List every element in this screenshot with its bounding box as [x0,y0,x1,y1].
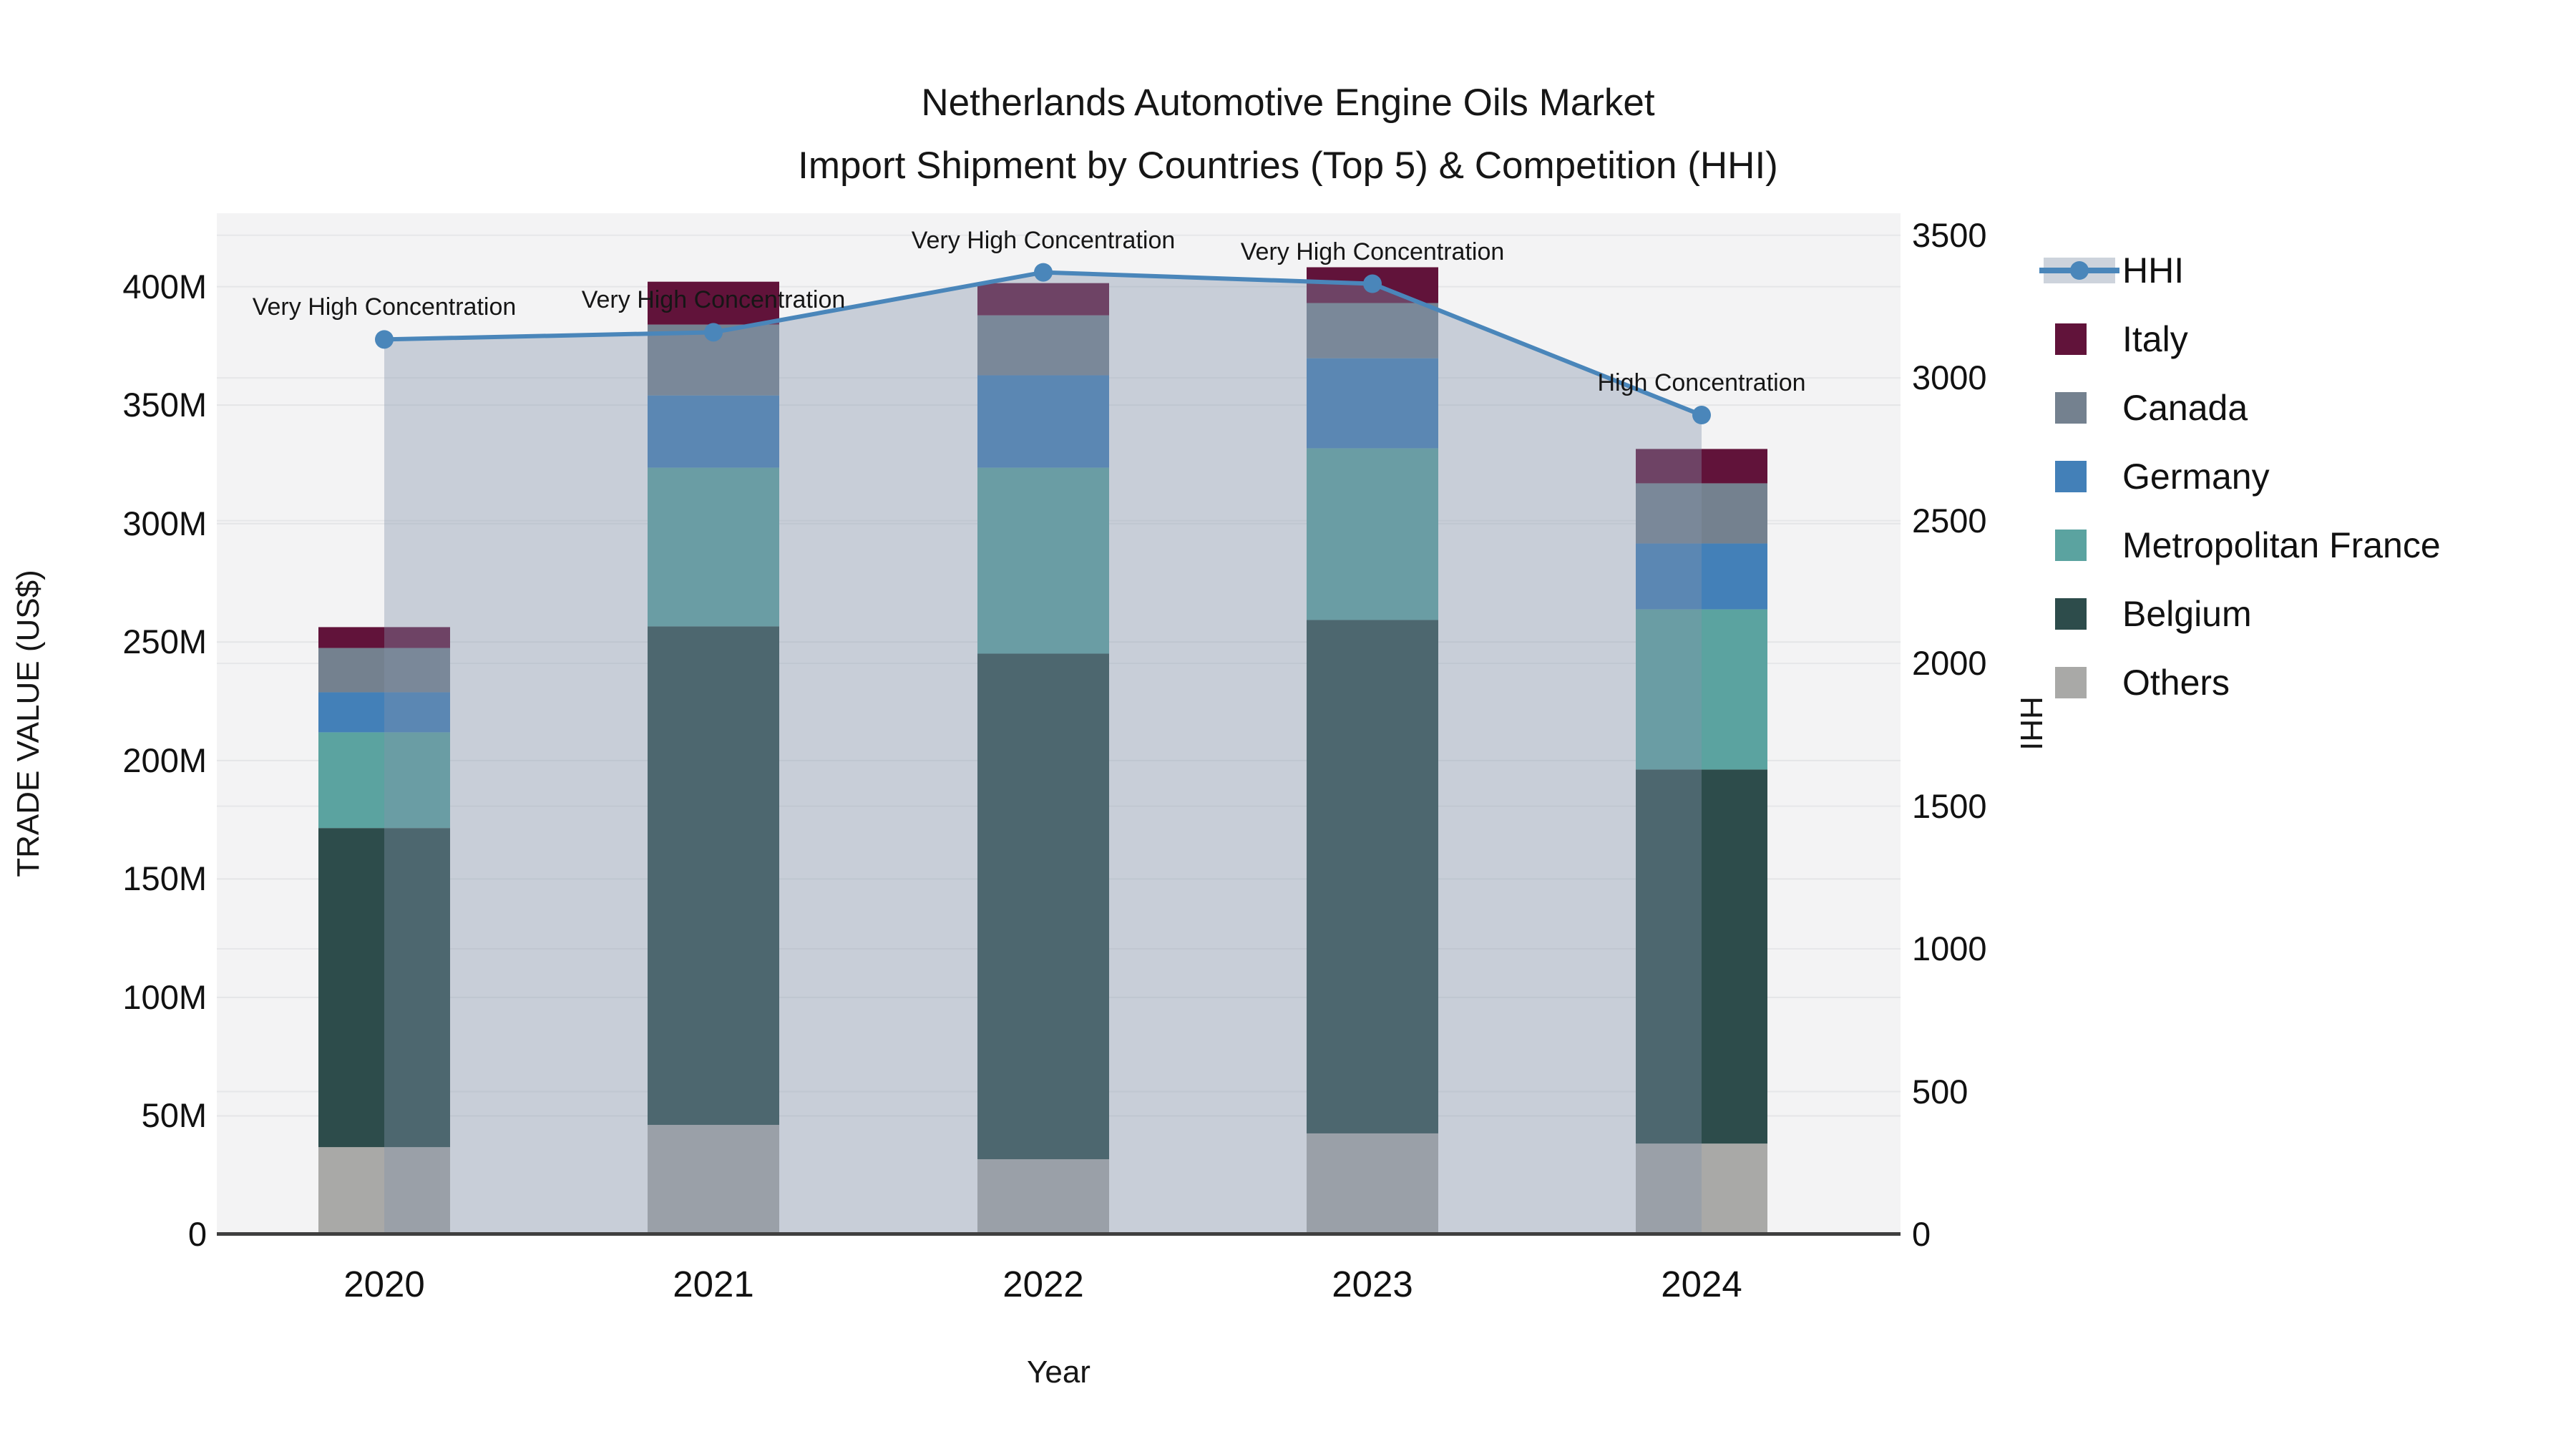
hhi-line-swatch-icon [2039,258,2119,283]
canada-color-swatch-icon [2055,392,2087,424]
bar-segment-2020-italy [318,627,450,648]
bar-segment-2023-others [1307,1133,1438,1234]
bar-segment-2021-belgium [648,626,779,1126]
bar-segment-2022-metropolitan-france [977,467,1109,654]
legend-label-belgium: Belgium [2122,594,2252,634]
bar-segment-2021-others [648,1125,779,1234]
hhi-area-fill [384,272,1702,1234]
legend-label-italy: Italy [2122,319,2188,359]
germany-color-swatch-icon [2055,461,2087,492]
x-tick-2024: 2024 [1661,1264,1742,1304]
legend-label-metropolitan-france: Metropolitan France [2122,525,2441,565]
x-tick-2021: 2021 [673,1264,754,1304]
bar-segment-2021-metropolitan-france [648,467,779,627]
bar-segment-2024-metropolitan-france [1636,609,1767,770]
bar-segment-2022-canada [977,315,1109,376]
hhi-marker-2022 [1034,263,1053,282]
legend-label-germany: Germany [2122,457,2270,497]
annotation-2020: Very High Concentration [252,293,517,321]
bar-segment-2023-metropolitan-france [1307,448,1438,620]
bar-segment-2023-germany [1307,358,1438,449]
legend: HHI Italy Canada Germany Metropolitan France… [2039,236,2441,717]
legend-label-others: Others [2122,663,2230,703]
legend-item-others[interactable]: Others [2044,648,2441,717]
right-tick-3000: 3000 [1912,358,1987,397]
bar-segment-2020-belgium [318,828,450,1148]
canada-legend-swatch-icon [2044,392,2122,424]
x-axis-line [217,1232,1901,1236]
left-tick-50M: 50M [141,1096,207,1135]
left-tick-100M: 100M [122,977,207,1016]
legend-item-italy[interactable]: Italy [2044,305,2441,374]
x-tick-2020: 2020 [343,1264,425,1304]
plot-svg [217,234,1901,1234]
right-tick-1500: 1500 [1912,786,1987,825]
right-tick-500: 500 [1912,1072,1968,1111]
bar-segment-2022-others [977,1159,1109,1234]
bar-segment-2020-metropolitan-france [318,732,450,829]
bar-segment-2023-belgium [1307,620,1438,1133]
annotation-2021: Very High Concentration [581,286,846,314]
left-tick-0: 0 [187,1215,207,1253]
right-tick-1000: 1000 [1912,930,1987,968]
bar-segment-2020-others [318,1147,450,1234]
italy-legend-swatch-icon [2044,323,2122,355]
annotation-2022: Very High Concentration [911,226,1176,254]
bar-segment-2023-canada [1307,303,1438,358]
legend-label-canada: Canada [2122,388,2248,428]
right-tick-2000: 2000 [1912,644,1987,683]
x-tick-2022: 2022 [1002,1264,1084,1304]
legend-item-metropolitan-france[interactable]: Metropolitan France [2044,511,2441,580]
right-tick-2500: 2500 [1912,501,1987,540]
left-tick-150M: 150M [122,859,207,898]
right-tick-3500: 3500 [1912,215,1987,254]
left-tick-300M: 300M [122,504,207,542]
belgium-legend-swatch-icon [2044,598,2122,630]
bar-segment-2024-italy [1636,449,1767,484]
left-tick-350M: 350M [122,386,207,424]
bar-segment-2022-germany [977,375,1109,468]
bar-segment-2021-germany [648,395,779,468]
bar-segment-2020-germany [318,692,450,733]
bar-segment-2024-canada [1636,483,1767,544]
left-tick-400M: 400M [122,267,207,306]
left-axis-title: TRADE VALUE (US$) [11,570,46,877]
chart-title: Netherlands Automotive Engine Oils Marke… [0,72,2576,197]
right-tick-0: 0 [1912,1215,1931,1253]
metropolitan-france-legend-swatch-icon [2044,530,2122,561]
annotation-2023: Very High Concentration [1240,238,1505,265]
hhi-marker-2021 [704,323,723,342]
legend-label-hhi: HHI [2122,250,2185,291]
hhi-swatch-dot [2070,261,2089,280]
hhi-legend-swatch-icon [2039,258,2122,283]
x-axis-title: Year [1027,1355,1091,1390]
bar-segment-2024-germany [1636,543,1767,610]
metropolitan-france-color-swatch-icon [2055,530,2087,561]
left-tick-250M: 250M [122,623,207,661]
others-legend-swatch-icon [2044,667,2122,698]
bar-segment-2022-belgium [977,653,1109,1160]
legend-item-germany[interactable]: Germany [2044,442,2441,511]
bar-segment-2024-others [1636,1143,1767,1234]
bar-segment-2020-canada [318,648,450,693]
hhi-marker-2023 [1363,274,1382,293]
others-color-swatch-icon [2055,667,2087,698]
x-tick-2023: 2023 [1332,1264,1413,1304]
italy-color-swatch-icon [2055,323,2087,355]
legend-item-hhi[interactable]: HHI [2039,236,2441,305]
belgium-color-swatch-icon [2055,598,2087,630]
legend-item-canada[interactable]: Canada [2044,374,2441,442]
left-tick-200M: 200M [122,741,207,779]
bar-segment-2022-italy [977,283,1109,316]
chart-title-line2: Import Shipment by Countries (Top 5) & C… [798,145,1778,187]
bar-segment-2024-belgium [1636,769,1767,1144]
hhi-marker-2024 [1692,406,1711,425]
chart-title-line1: Netherlands Automotive Engine Oils Marke… [921,82,1655,124]
legend-item-belgium[interactable]: Belgium [2044,580,2441,648]
bar-segment-2021-italy [648,281,779,325]
annotation-2024: High Concentration [1597,369,1806,397]
hhi-marker-2020 [375,330,394,349]
germany-legend-swatch-icon [2044,461,2122,492]
